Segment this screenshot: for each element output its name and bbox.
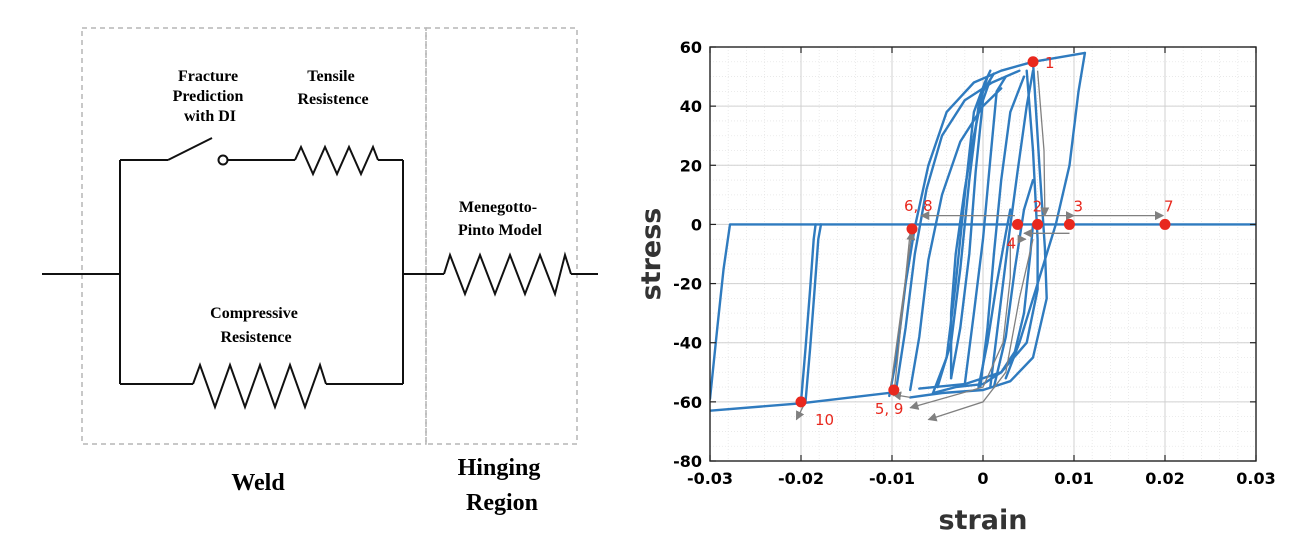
marked-point [1012, 218, 1024, 230]
x-tick-label: 0.03 [1236, 469, 1275, 488]
tensile-resistor-symbol [294, 144, 379, 177]
svg-text:Menegotto- Pinto Model: Menegotto- Pinto Model [458, 199, 543, 239]
series-layer [710, 51, 1256, 412]
y-tick-label: 20 [680, 156, 702, 175]
svg-text:Tensile Resistence: Tensile Resistence [297, 68, 368, 108]
marked-point-label: 4 [1007, 234, 1017, 252]
arrow-layer [795, 70, 1165, 422]
ticks [709, 46, 1257, 462]
y-tick-label: 0 [691, 215, 702, 234]
y-axis-label: stress [636, 208, 667, 301]
svg-text:Hinging Region: Hinging Region [458, 455, 547, 516]
hysteresis-curve-segment [1031, 51, 1087, 63]
hysteresis-curve-segment [918, 69, 1039, 390]
marked-point-label: 1 [1045, 54, 1055, 72]
x-axis-label: strain [939, 505, 1028, 536]
marked-points-layer: 1 2 3 4 5, 9 6, 8 7 10 [795, 54, 1174, 429]
switch-contact [217, 154, 229, 166]
hysteresis-curve-segment [992, 178, 1035, 389]
load-path-arrow [889, 230, 916, 392]
marked-point-label: 3 [1073, 197, 1083, 215]
y-tick-label: 40 [680, 97, 702, 116]
marked-point-label: 7 [1164, 197, 1174, 215]
marked-point [795, 396, 807, 408]
hysteresis-curve-segment [949, 78, 992, 380]
fracture-label-line3: with DI [184, 108, 236, 125]
svg-text:Fracture Prediction: Fracture Prediction with DI [173, 68, 248, 125]
weld-label: Weld [231, 470, 285, 496]
x-tick-label: 0 [977, 469, 988, 488]
compressive-label-line2: Resistence [220, 329, 291, 346]
menegotto-label-line1: Menegotto- [459, 199, 537, 216]
hysteresis-curve-segment [963, 75, 1007, 386]
load-path-arrow [909, 240, 1011, 410]
weld-region-box [81, 27, 427, 445]
x-tick-label: -0.01 [869, 469, 915, 488]
marked-point [1063, 218, 1075, 230]
tensile-label-line2: Resistence [297, 91, 368, 108]
fracture-label-line1: Fracture [178, 68, 238, 85]
hinging-label-line2: Region [466, 490, 538, 516]
stress-strain-chart: 1 2 3 4 5, 9 6, 8 7 10 -0.03 -0.02 -0.01 0 0.01 0.02… [636, 38, 1276, 536]
hysteresis-curve-segment [909, 60, 1048, 399]
hysteresis-curve-segment [977, 208, 1012, 389]
hinging-label-line1: Hinging [458, 455, 541, 481]
hinging-region-box [425, 27, 578, 445]
hysteresis-curve-segment [804, 223, 823, 404]
marked-point [906, 223, 918, 235]
y-tick-label: -80 [673, 452, 702, 471]
hysteresis-curve-segment [799, 223, 817, 404]
hysteresis-curve-segment [979, 75, 1026, 389]
marked-point-label: 6, 8 [904, 197, 933, 215]
circuit-diagram: Fracture Prediction with DI Tensile Resi… [42, 27, 598, 516]
y-tick-label: -20 [673, 275, 702, 294]
fracture-label-line2: Prediction [173, 88, 244, 105]
hysteresis-curve-segment [1004, 51, 1087, 380]
compressive-resistor-symbol [192, 361, 327, 410]
x-tick-label: 0.02 [1145, 469, 1184, 488]
marked-point [1032, 218, 1044, 230]
menegotto-label-line2: Pinto Model [458, 222, 543, 239]
marked-point-label: 5, 9 [875, 400, 904, 418]
fracture-switch-blade [167, 137, 213, 161]
marked-point-label: 10 [815, 411, 834, 429]
hysteresis-curve-segment [710, 223, 1256, 401]
tensile-label-line1: Tensile [307, 68, 354, 85]
load-path-arrow [927, 239, 1034, 422]
hysteresis-curve-segment [989, 69, 1035, 389]
y-tick-label: 60 [680, 38, 702, 57]
marked-point [888, 384, 900, 396]
compressive-label-line1: Compressive [210, 305, 298, 322]
svg-text:Compressive Resistence: Compressive Resistence [210, 305, 302, 346]
y-tick-label: -40 [673, 334, 702, 353]
marked-point [1027, 56, 1039, 68]
x-tick-label: -0.02 [778, 469, 824, 488]
tick-labels: -0.03 -0.02 -0.01 0 0.01 0.02 0.03 -80 -60 -40 -20… [673, 38, 1276, 488]
hysteresis-curve-segment [949, 72, 996, 380]
menegotto-pinto-resistor-symbol [443, 251, 572, 298]
load-path-arrow [1036, 70, 1050, 217]
marked-point-label: 2 [1033, 197, 1043, 215]
y-tick-label: -60 [673, 393, 702, 412]
load-path-arrow [890, 231, 911, 397]
x-tick-label: 0.01 [1054, 469, 1093, 488]
marked-point [1159, 218, 1171, 230]
x-tick-label: -0.03 [687, 469, 733, 488]
